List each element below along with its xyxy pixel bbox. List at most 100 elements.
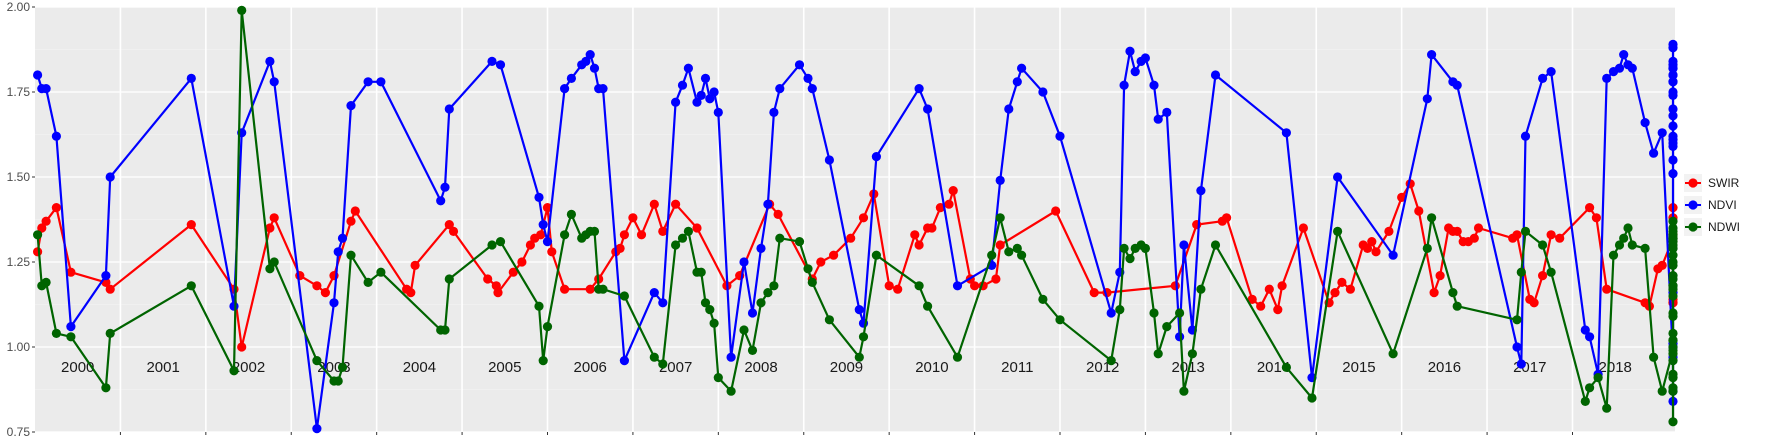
data-point-ndvi <box>696 90 706 100</box>
data-point-ndwi <box>1619 233 1629 243</box>
data-point-ndvi <box>1520 131 1531 141</box>
year-label: 2018 <box>1599 359 1632 376</box>
data-point-ndvi <box>775 84 785 94</box>
data-point-ndvi <box>436 196 446 206</box>
data-point-ndwi <box>33 230 43 240</box>
data-point-swir <box>560 284 570 294</box>
data-point-ndvi <box>803 73 813 83</box>
data-point-ndvi <box>1452 80 1462 90</box>
data-point-swir <box>542 203 553 213</box>
data-point-ndwi <box>1427 213 1437 223</box>
data-point-ndvi <box>807 84 817 94</box>
data-point-ndwi <box>1452 301 1462 311</box>
data-point-ndvi <box>1668 155 1678 165</box>
data-point-swir <box>517 257 527 267</box>
data-point-ndwi <box>1668 342 1678 352</box>
data-point-swir <box>525 240 536 250</box>
data-point-ndwi <box>265 264 275 274</box>
year-label: 2011 <box>1001 359 1033 376</box>
data-point-ndvi <box>1668 77 1678 87</box>
data-point-ndvi <box>1196 186 1206 196</box>
data-point-ndwi <box>671 240 681 250</box>
data-point-ndwi <box>269 257 279 267</box>
data-point-ndvi <box>337 233 348 243</box>
data-point-ndvi <box>739 257 749 267</box>
data-point-swir <box>237 342 247 352</box>
data-point-ndwi <box>1614 240 1625 250</box>
data-point-swir <box>1585 203 1595 213</box>
data-point-ndwi <box>312 356 322 366</box>
data-point-ndwi <box>1668 274 1678 284</box>
data-point-ndvi <box>1130 67 1140 77</box>
data-point-ndvi <box>1427 50 1437 60</box>
data-point-ndvi <box>329 298 339 308</box>
data-point-ndvi <box>1668 169 1678 179</box>
data-point-ndwi <box>1668 417 1678 427</box>
data-point-ndvi <box>186 73 196 83</box>
data-point-ndvi <box>589 63 600 73</box>
year-label: 2002 <box>232 359 265 376</box>
data-point-ndwi <box>1149 308 1159 318</box>
year-label: 2016 <box>1428 359 1461 376</box>
data-point-swir <box>970 281 980 291</box>
data-point-ndwi <box>66 332 76 342</box>
data-point-swir <box>312 281 322 291</box>
data-point-ndvi <box>1125 46 1135 56</box>
legend-key-point <box>1688 200 1698 210</box>
year-label: 2005 <box>488 359 521 376</box>
data-point-ndwi <box>41 277 51 287</box>
data-point-swir <box>410 260 420 270</box>
data-point-ndwi <box>1055 315 1065 325</box>
data-point-ndvi <box>923 104 933 114</box>
data-point-swir <box>493 288 503 298</box>
data-point-ndwi <box>1668 383 1678 393</box>
data-point-swir <box>1264 284 1274 294</box>
data-point-swir <box>1298 223 1308 233</box>
data-point-ndwi <box>1038 294 1048 304</box>
data-point-swir <box>483 274 493 284</box>
data-point-ndvi <box>713 107 723 117</box>
data-point-ndwi <box>713 373 723 383</box>
data-point-ndwi <box>1668 230 1678 240</box>
data-point-ndwi <box>1668 356 1678 366</box>
data-point-ndwi <box>376 267 386 277</box>
data-point-swir <box>1273 305 1283 315</box>
data-point-ndwi <box>566 209 577 219</box>
data-point-ndvi <box>444 104 454 114</box>
data-point-ndvi <box>1140 53 1150 63</box>
x-axis-ticks <box>119 432 1573 435</box>
year-label: 2013 <box>1171 359 1204 376</box>
data-point-ndwi <box>1196 284 1206 294</box>
data-point-ndvi <box>726 352 736 362</box>
data-point-ndwi <box>51 328 62 338</box>
data-point-ndvi <box>1614 63 1625 73</box>
data-point-swir <box>1602 284 1612 294</box>
data-point-ndvi <box>495 60 506 70</box>
data-point-ndvi <box>1546 67 1556 77</box>
data-point-ndwi <box>807 277 817 287</box>
data-point-swir <box>547 247 557 257</box>
data-point-swir <box>1429 288 1439 298</box>
data-point-ndvi <box>1585 332 1595 342</box>
data-point-ndwi <box>1153 349 1163 359</box>
y-tick-label: 1.00 <box>7 340 31 354</box>
data-point-swir <box>1529 298 1539 308</box>
data-point-ndwi <box>658 359 668 369</box>
data-point-ndwi <box>1668 291 1678 301</box>
data-point-ndwi <box>923 301 933 311</box>
data-point-ndwi <box>1210 240 1221 250</box>
data-point-ndvi <box>756 243 766 253</box>
data-point-ndvi <box>363 77 373 87</box>
data-point-ndvi <box>33 70 43 80</box>
data-point-ndvi <box>376 77 386 87</box>
data-point-ndvi <box>769 107 779 117</box>
data-point-swir <box>910 230 920 240</box>
year-label: 2006 <box>574 359 607 376</box>
y-tick-label: 1.50 <box>7 170 31 184</box>
data-point-ndvi <box>101 271 111 281</box>
data-point-swir <box>269 213 279 223</box>
data-point-swir <box>1089 288 1099 298</box>
data-point-ndwi <box>1546 267 1556 277</box>
data-point-ndwi <box>1608 250 1619 260</box>
